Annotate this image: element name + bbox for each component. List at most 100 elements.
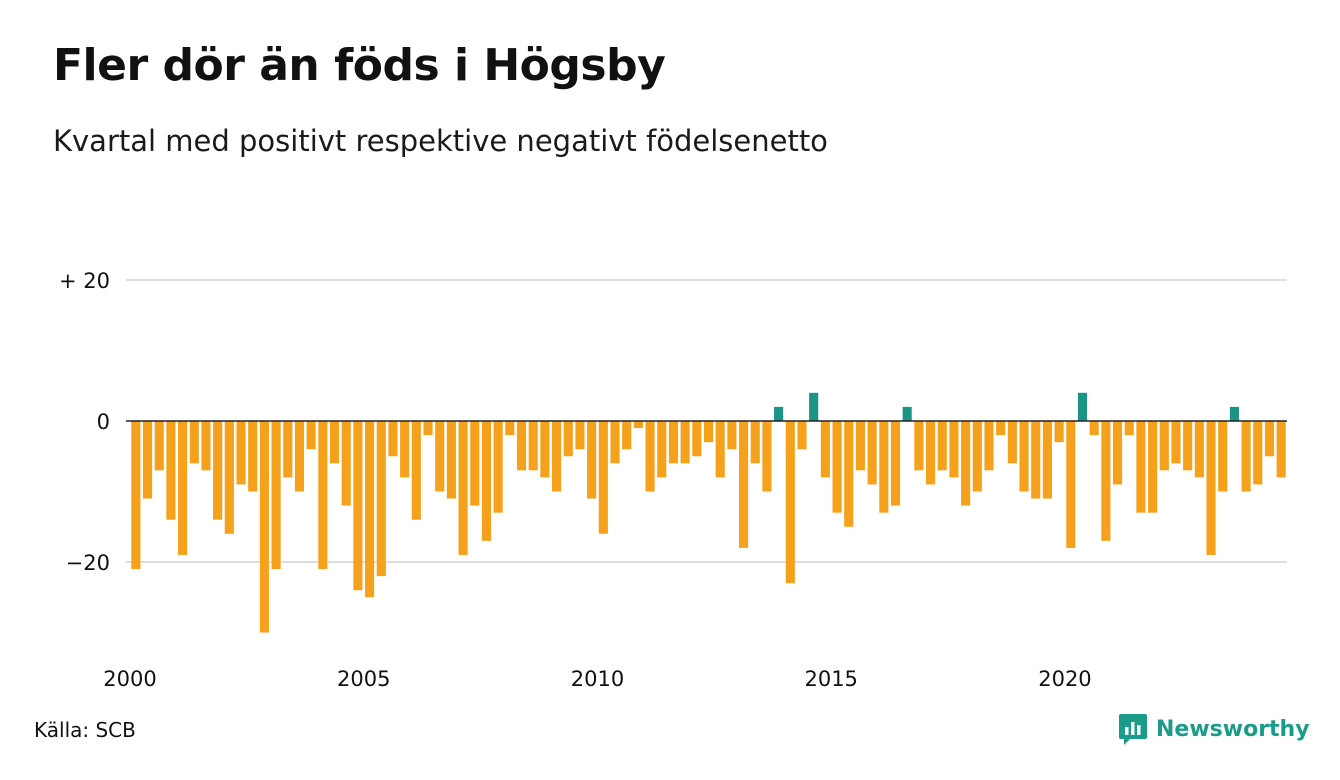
bar [575, 421, 585, 450]
bar [470, 421, 480, 506]
bar [692, 421, 702, 457]
bar [1066, 421, 1076, 548]
bar [1148, 421, 1158, 513]
bar [961, 421, 971, 506]
x-tick-label: 2005 [337, 667, 390, 691]
bar [259, 421, 269, 633]
x-tick-label: 2020 [1038, 667, 1091, 691]
bar [481, 421, 492, 541]
x-tick-label: 2010 [571, 667, 624, 691]
bar [166, 421, 176, 520]
bar [715, 421, 725, 478]
bar [914, 421, 924, 471]
bar [248, 421, 258, 492]
bar [610, 421, 620, 464]
bar [365, 421, 375, 598]
bar [283, 421, 293, 478]
bar [318, 421, 328, 570]
bar [855, 421, 865, 471]
bar [587, 421, 597, 499]
bar [633, 421, 643, 429]
bar [142, 421, 153, 499]
bar [516, 421, 527, 471]
bar [785, 421, 795, 584]
bar [388, 421, 398, 457]
bar [563, 421, 573, 457]
bar [1194, 421, 1204, 478]
bar [376, 421, 386, 577]
bar [809, 392, 819, 421]
bar [937, 421, 947, 471]
x-tick-label: 2000 [103, 667, 156, 691]
bar [996, 421, 1006, 436]
bar [528, 421, 538, 471]
bar [411, 421, 421, 520]
bar [1264, 421, 1275, 457]
bar [750, 421, 760, 464]
bar [213, 421, 223, 520]
bar [353, 421, 363, 591]
bar [493, 421, 503, 513]
y-tick-label: −20 [66, 551, 110, 575]
bar [774, 406, 784, 421]
bar [1218, 421, 1228, 492]
bar [727, 421, 737, 450]
x-tick-label: 2015 [804, 667, 857, 691]
bar [1101, 421, 1111, 541]
bar [1171, 421, 1181, 464]
bar [879, 421, 889, 513]
bar [1241, 421, 1251, 492]
chart-subtitle: Kvartal med positivt respektive negativt… [53, 124, 828, 158]
bar [1159, 421, 1169, 471]
newsworthy-logo-icon [1119, 714, 1147, 745]
bar [1136, 421, 1146, 513]
bar [902, 406, 912, 421]
bar [154, 421, 164, 471]
bar [224, 421, 234, 534]
bar [598, 421, 608, 534]
bar [820, 421, 830, 478]
bar [505, 421, 515, 436]
bar [423, 421, 433, 436]
bar [1183, 421, 1193, 471]
bar [984, 421, 994, 471]
bar [178, 421, 188, 555]
bar [1253, 421, 1263, 485]
bar [236, 421, 246, 485]
bar [1054, 421, 1064, 443]
bar [458, 421, 468, 555]
bar [271, 421, 281, 570]
bar [341, 421, 351, 506]
bar [925, 421, 936, 485]
bar [972, 421, 982, 492]
bar [201, 421, 211, 471]
bar [1089, 421, 1099, 436]
chart-title: Fler dör än föds i Högsby [53, 40, 666, 91]
bar [400, 421, 410, 478]
bar [1276, 421, 1286, 478]
bar [1124, 421, 1134, 436]
bar [1077, 392, 1088, 421]
bar [1112, 421, 1123, 485]
y-tick-label: 0 [97, 410, 110, 434]
bar [645, 421, 655, 492]
bar [1019, 421, 1029, 492]
bar [797, 421, 807, 450]
bar [306, 421, 316, 450]
bar [1229, 406, 1239, 421]
brand-logo: Newsworthy [1118, 712, 1310, 746]
bar [1042, 421, 1052, 499]
bar [844, 421, 854, 527]
bar [739, 421, 749, 548]
bar [540, 421, 550, 478]
bar [131, 421, 141, 570]
bar [680, 421, 690, 464]
bar [832, 421, 842, 513]
bar [294, 421, 305, 492]
bar [446, 421, 456, 499]
y-tick-label: + 20 [59, 269, 110, 293]
bar [435, 421, 445, 492]
bar [949, 421, 959, 478]
bar [1007, 421, 1017, 464]
